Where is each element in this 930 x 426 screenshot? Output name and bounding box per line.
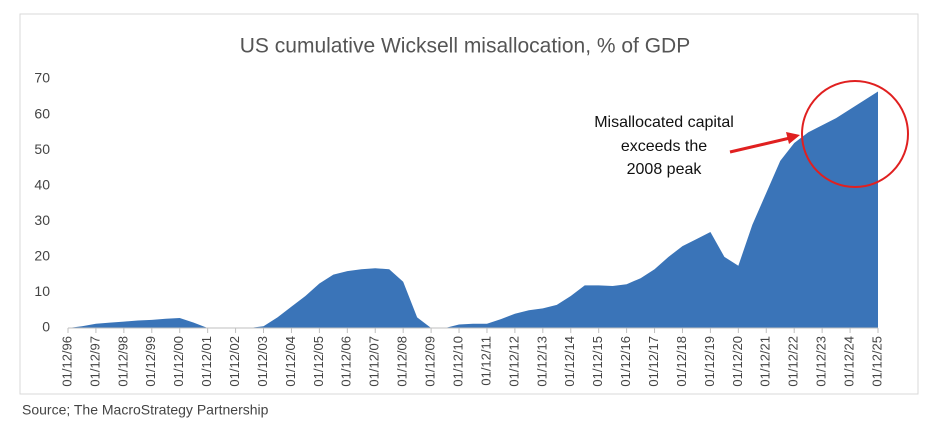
arrow-head (786, 132, 800, 144)
x-tick-label: 01/12/24 (842, 336, 857, 387)
x-tick-label: 01/12/99 (143, 336, 158, 387)
highlight-circle (801, 80, 909, 188)
x-tick-label: 01/12/96 (59, 336, 74, 387)
x-tick-label: 01/12/15 (590, 336, 605, 387)
x-tick-label: 01/12/06 (339, 336, 354, 387)
chart-title: US cumulative Wicksell misallocation, % … (240, 35, 690, 58)
x-tick-label: 01/12/04 (283, 336, 298, 387)
x-tick-label: 01/12/18 (674, 336, 689, 387)
x-tick-label: 01/12/10 (450, 336, 465, 387)
x-tick-label: 01/12/08 (395, 336, 410, 387)
x-tick-label: 01/12/21 (758, 336, 773, 387)
x-tick-label: 01/12/14 (562, 336, 577, 387)
chart-frame (19, 13, 919, 395)
x-tick-label: 01/12/01 (199, 336, 214, 387)
y-tick-label: 30 (34, 212, 50, 228)
y-tick-label: 10 (34, 283, 50, 299)
x-tick-label: 01/12/97 (87, 336, 102, 387)
annotation: Misallocated capital exceeds the 2008 pe… (594, 80, 909, 188)
x-tick-label: 01/12/17 (646, 336, 661, 387)
annotation-line: exceeds the (621, 138, 707, 155)
x-tick-label: 01/12/05 (311, 336, 326, 387)
y-tick-label: 20 (34, 248, 50, 264)
annotation-line: 2008 peak (627, 161, 703, 178)
x-tick-label: 01/12/23 (814, 336, 829, 387)
x-tick-label: 01/12/09 (423, 336, 438, 387)
y-tick-label: 70 (34, 70, 50, 86)
area (68, 91, 878, 328)
source-note: Source; The MacroStrategy Partnership (22, 402, 269, 418)
annotation-arrow (729, 136, 791, 154)
x-tick-label: 01/12/16 (618, 336, 633, 387)
x-tick-label: 01/12/12 (506, 336, 521, 387)
x-tick-label: 01/12/11 (478, 336, 493, 386)
x-tick-label: 01/12/00 (171, 336, 186, 387)
x-tick-label: 01/12/22 (786, 336, 801, 387)
y-tick-label: 60 (34, 105, 50, 121)
x-tick-label: 01/12/25 (869, 336, 884, 387)
x-tick-label: 01/12/20 (730, 336, 745, 387)
x-tick-label: 01/12/03 (255, 336, 270, 387)
x-tick-label: 01/12/19 (702, 336, 717, 387)
x-tick-label: 01/12/02 (227, 336, 242, 387)
plot-area: 0 10 20 30 40 50 60 70 01/12/96 01/12/97 01/12/98 0… (34, 70, 884, 387)
x-tick-label: 01/12/13 (534, 336, 549, 387)
y-tick-label: 50 (34, 141, 50, 157)
x-tick-label: 01/12/07 (367, 336, 382, 387)
y-tick-label: 0 (42, 319, 50, 335)
annotation-line: Misallocated capital (594, 114, 734, 131)
x-tick-label: 01/12/98 (115, 336, 130, 387)
y-tick-label: 40 (34, 176, 50, 192)
